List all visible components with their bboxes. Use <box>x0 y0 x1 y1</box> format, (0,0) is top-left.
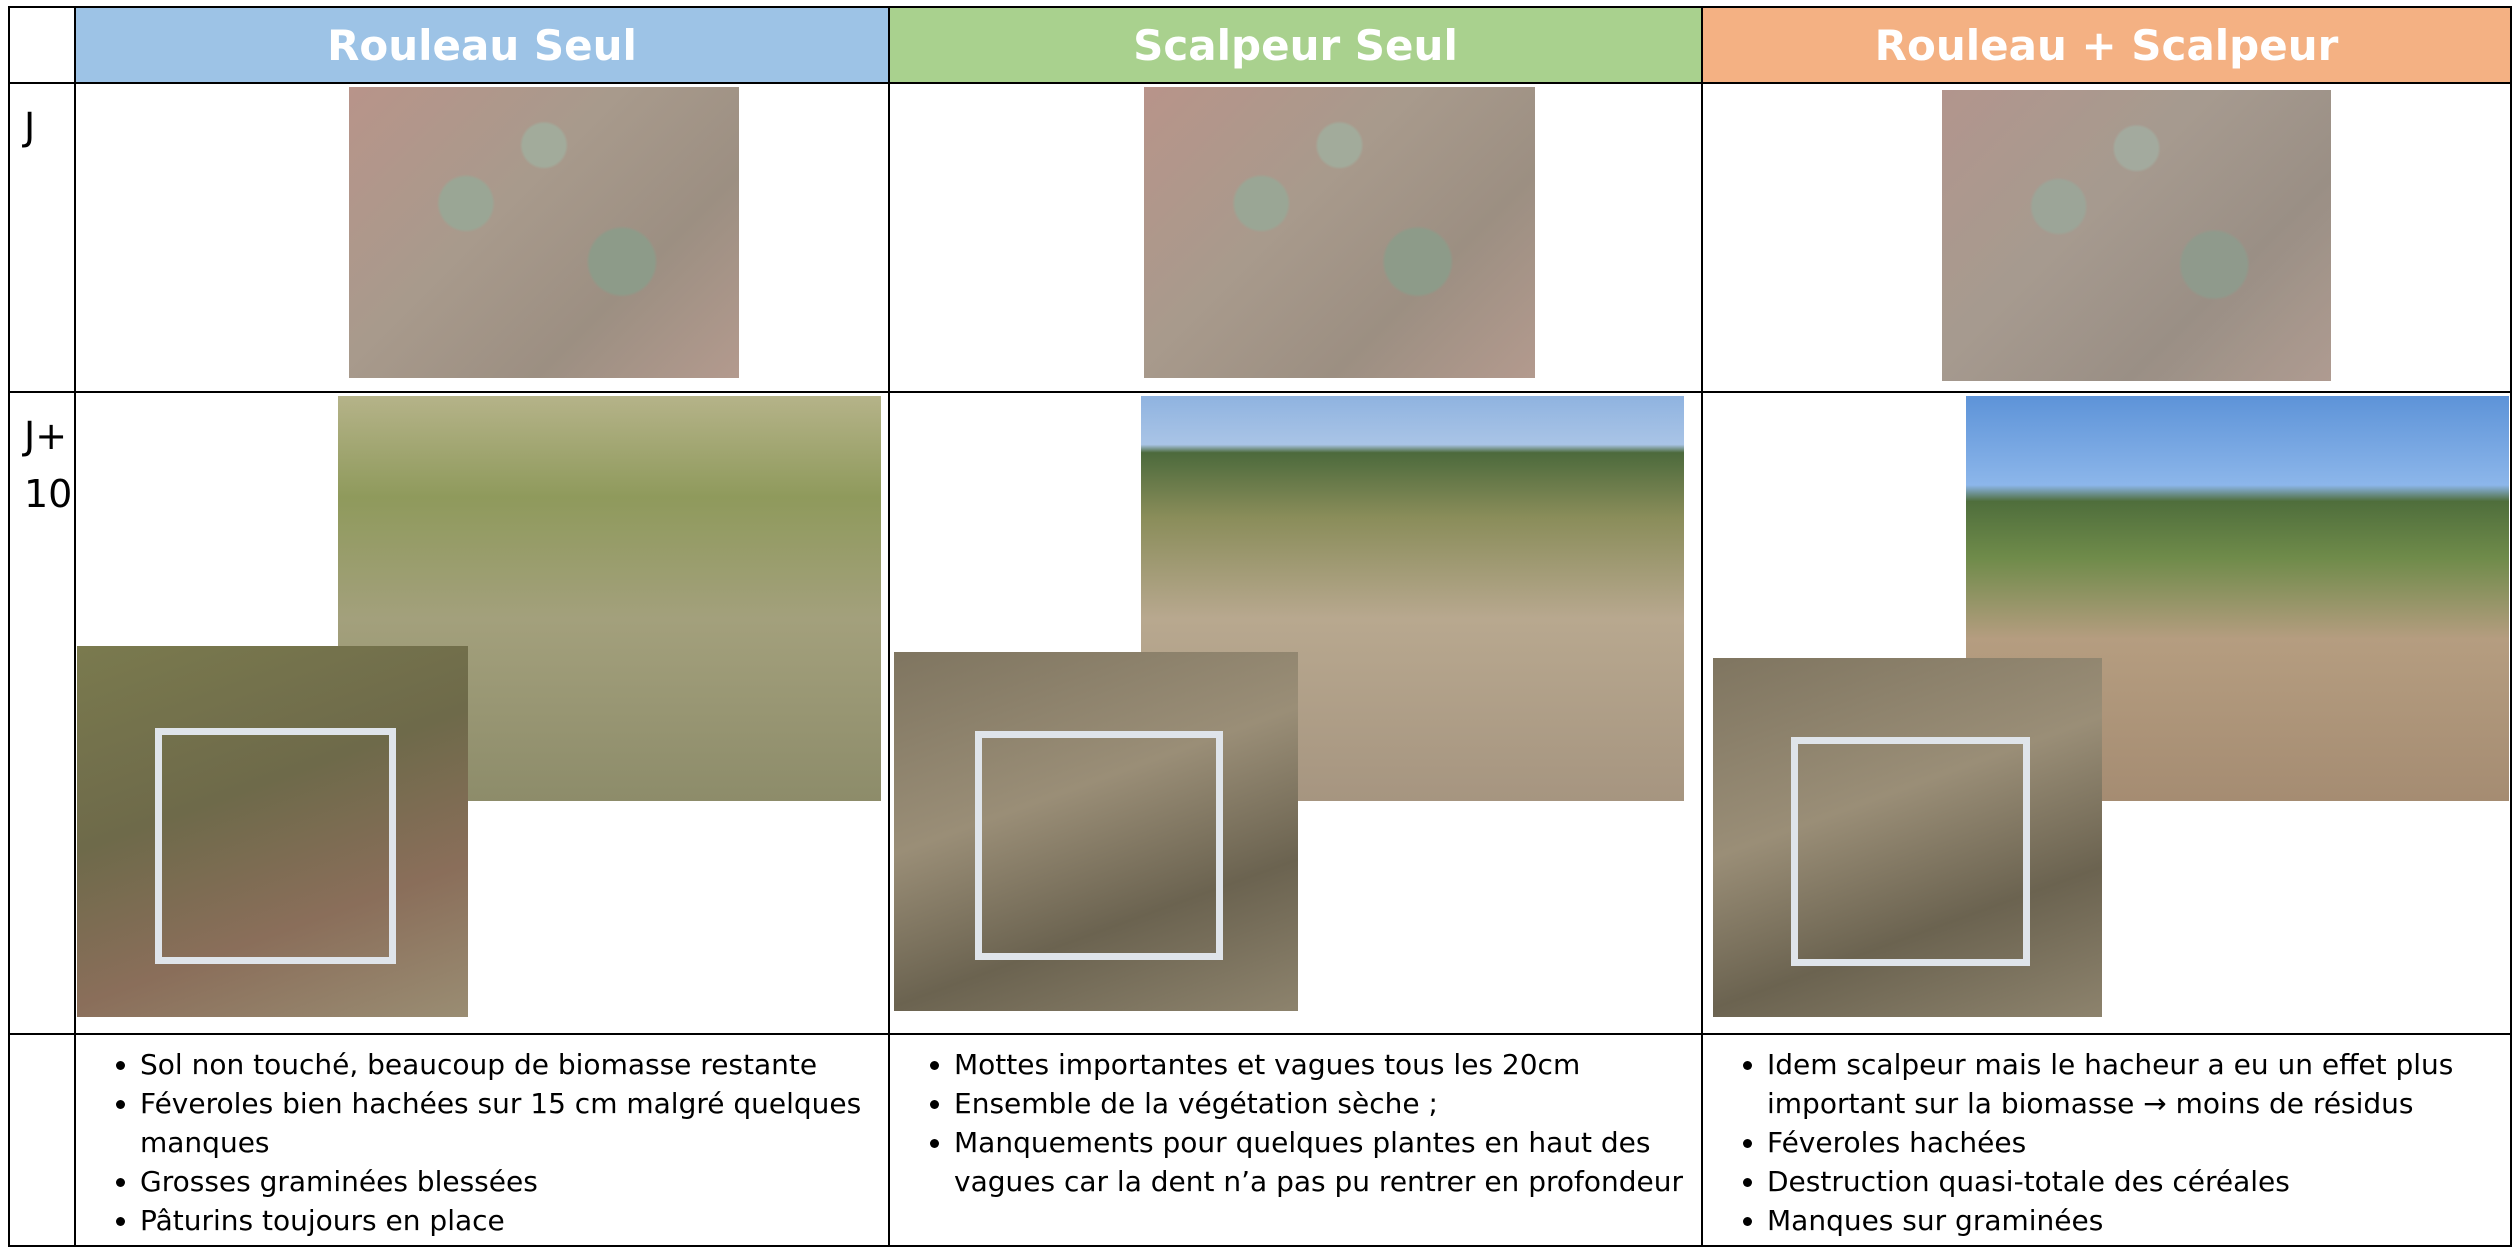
note-item: Destruction quasi-totale des céréales <box>1767 1162 2507 1201</box>
row-label: J+10 <box>8 391 76 1035</box>
note-item: Féveroles hachées <box>1767 1123 2507 1162</box>
photo <box>77 646 468 1017</box>
note-item: Féveroles bien hachées sur 15 cm malgré … <box>140 1084 880 1162</box>
photo <box>1942 90 2331 381</box>
column-header: Rouleau + Scalpeur <box>1701 6 2512 84</box>
notes-list: Sol non touché, beaucoup de biomasse res… <box>84 1045 880 1240</box>
row-label: J <box>8 82 76 393</box>
photo <box>1713 658 2102 1017</box>
column-header: Rouleau Seul <box>74 6 890 84</box>
cell <box>8 1033 76 1247</box>
note-item: Pâturins toujours en place <box>140 1201 880 1240</box>
note-item: Manquements pour quelques plantes en hau… <box>954 1123 1694 1201</box>
photo <box>349 87 739 378</box>
cell: Mottes importantes et vagues tous les 20… <box>888 1033 1703 1247</box>
corner-cell <box>8 6 76 84</box>
cell: Idem scalpeur mais le hacheur a eu un ef… <box>1701 1033 2512 1247</box>
photo <box>894 652 1298 1011</box>
notes-list: Idem scalpeur mais le hacheur a eu un ef… <box>1711 1045 2507 1240</box>
notes-list: Mottes importantes et vagues tous les 20… <box>898 1045 1694 1201</box>
note-item: Ensemble de la végétation sèche ; <box>954 1084 1694 1123</box>
column-header: Scalpeur Seul <box>888 6 1703 84</box>
photo <box>1144 87 1535 378</box>
note-item: Manques sur graminées <box>1767 1201 2507 1240</box>
note-item: Grosses graminées blessées <box>140 1162 880 1201</box>
note-item: Idem scalpeur mais le hacheur a eu un ef… <box>1767 1045 2507 1123</box>
cell: Sol non touché, beaucoup de biomasse res… <box>74 1033 890 1247</box>
note-item: Sol non touché, beaucoup de biomasse res… <box>140 1045 880 1084</box>
note-item: Mottes importantes et vagues tous les 20… <box>954 1045 1694 1084</box>
